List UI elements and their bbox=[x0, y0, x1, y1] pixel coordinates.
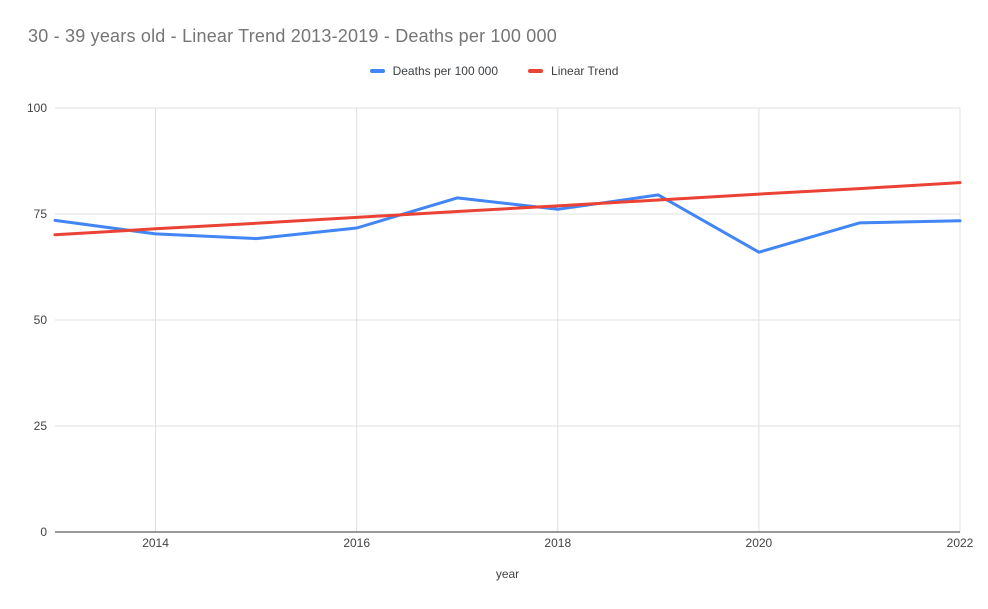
series-line-linear-trend bbox=[53, 181, 962, 237]
legend-label: Linear Trend bbox=[551, 64, 619, 78]
series-line-deaths-per-100-000 bbox=[53, 193, 962, 254]
x-tick-label: 2020 bbox=[746, 536, 773, 550]
legend-label: Deaths per 100 000 bbox=[392, 64, 499, 78]
y-tick-label: 0 bbox=[40, 525, 47, 539]
legend-item-linear-trend: Linear Trend bbox=[528, 64, 618, 78]
y-tick-label: 50 bbox=[34, 313, 48, 327]
x-tick-label: 2014 bbox=[142, 536, 169, 550]
legend-marker-icon bbox=[528, 69, 544, 73]
y-tick-label: 25 bbox=[34, 419, 48, 433]
x-axis-title: year bbox=[496, 567, 519, 581]
y-tick-label: 100 bbox=[27, 101, 47, 115]
y-tick-label: 75 bbox=[34, 207, 48, 221]
x-tick-label: 2016 bbox=[343, 536, 370, 550]
chart-title: 30 - 39 years old - Linear Trend 2013-20… bbox=[28, 26, 557, 46]
x-tick-label: 2018 bbox=[544, 536, 571, 550]
legend-item-deaths-per-100-000: Deaths per 100 000 bbox=[369, 64, 499, 78]
chart-legend: Deaths per 100 000 Linear Trend bbox=[0, 64, 988, 78]
legend-marker-icon bbox=[369, 69, 385, 73]
x-tick-label: 2022 bbox=[947, 536, 974, 550]
